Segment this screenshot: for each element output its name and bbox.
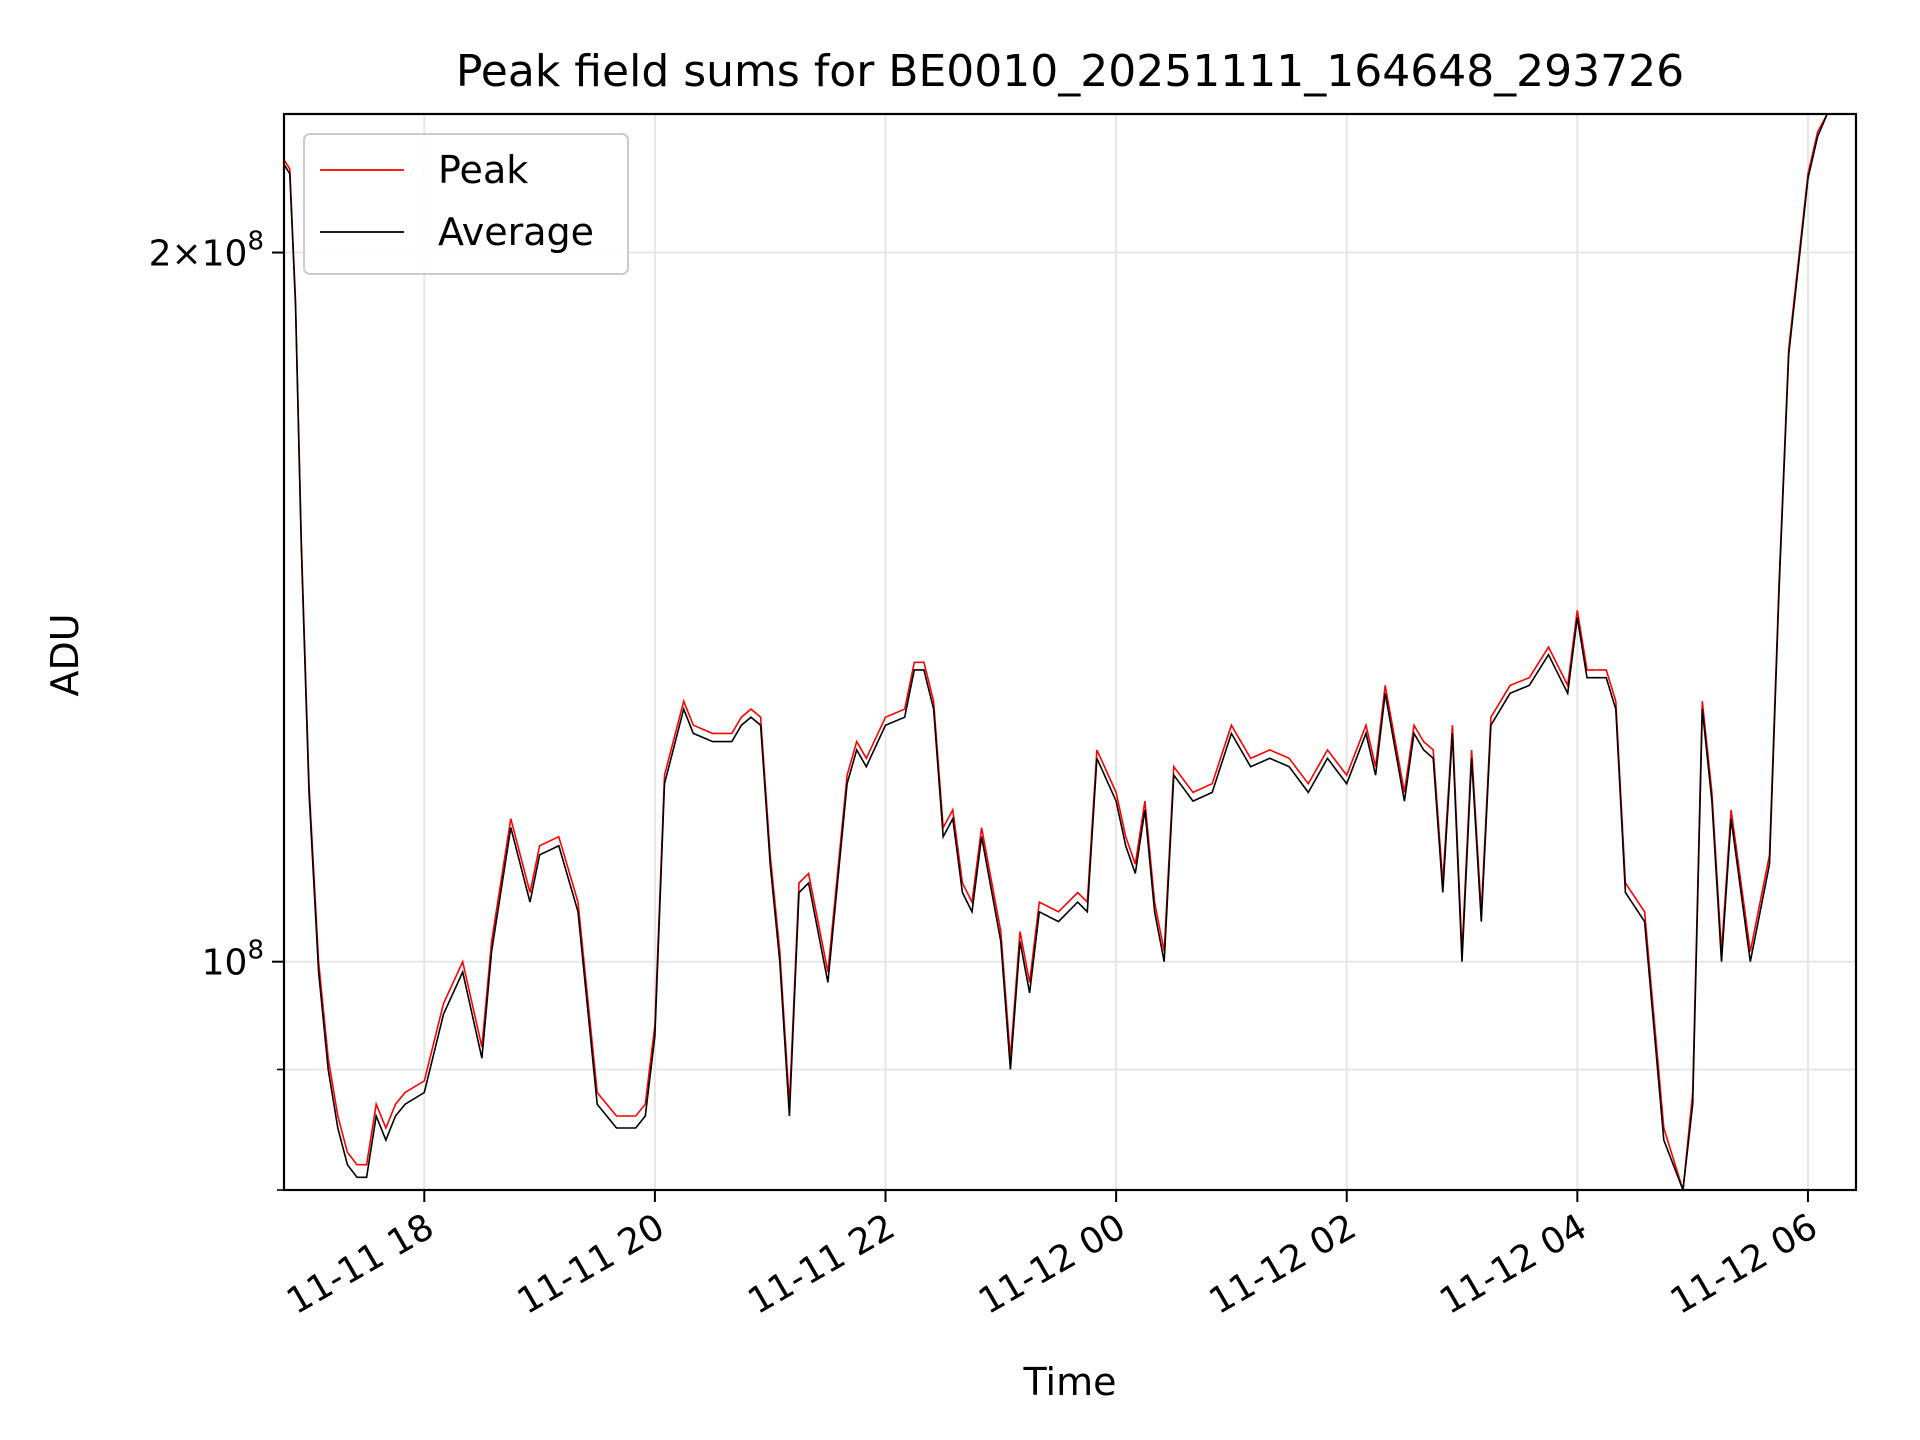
- x-axis-label: Time: [1023, 1360, 1117, 1404]
- legend-frame: [303, 133, 629, 275]
- plot-frame: [282, 112, 1858, 1192]
- chart-title: Peak field sums for BE0010_20251111_1646…: [456, 46, 1684, 97]
- y-axis-ticks: 108 2×108: [149, 227, 284, 1191]
- series-line-average: [283, 113, 1837, 1191]
- legend: Peak Average: [303, 133, 629, 275]
- series-lines: [283, 113, 1837, 1191]
- series-line-peak: [283, 113, 1837, 1191]
- y-tick-label: 2×108: [149, 227, 264, 275]
- legend-label-average: Average: [438, 210, 594, 254]
- y-axis-label: ADU: [43, 613, 87, 696]
- y-tick-label: 108: [202, 936, 264, 984]
- legend-label-peak: Peak: [438, 148, 528, 192]
